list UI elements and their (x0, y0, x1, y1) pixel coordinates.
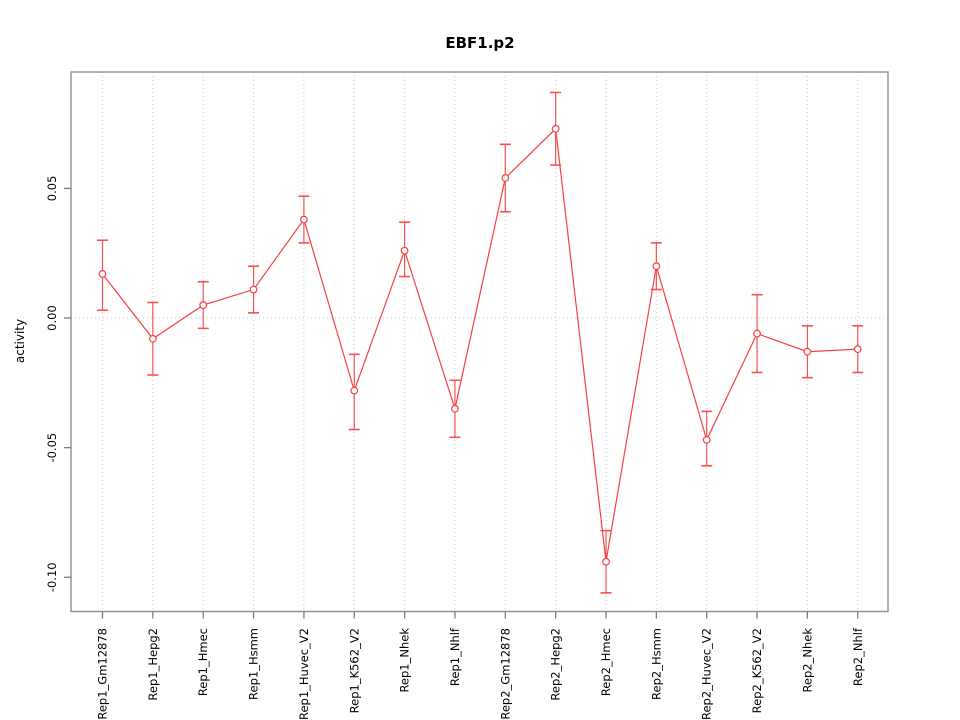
x-tick-label: Rep1_Hsmm (247, 628, 261, 700)
x-tick-label: Rep2_Huvec_V2 (700, 628, 714, 720)
x-tick-label: Rep1_Nhek (398, 628, 412, 693)
data-point (249, 285, 258, 294)
x-tick-label: Rep1_Hepg2 (146, 628, 160, 701)
y-tick-label: 0.00 (45, 305, 59, 331)
data-point (853, 345, 862, 354)
data-point (148, 334, 157, 343)
y-axis-label: activity (13, 319, 27, 363)
data-point (98, 270, 107, 278)
data-point (300, 215, 308, 224)
y-tick-label: -0.05 (45, 433, 59, 463)
data-point (702, 435, 711, 444)
x-tick-label: Rep1_Nhlf (448, 627, 462, 686)
data-point (350, 386, 359, 395)
data-point (199, 301, 208, 309)
x-tick-label: Rep2_Nhlf (851, 627, 865, 686)
x-tick-label: Rep2_Hmec (599, 628, 613, 696)
data-point (551, 124, 560, 133)
x-tick-label: Rep2_Nhek (800, 628, 814, 693)
chart-title: EBF1.p2 (445, 34, 514, 52)
x-tick-label: Rep1_Gm12878 (96, 628, 110, 720)
data-point (803, 347, 812, 356)
data-point (501, 174, 510, 182)
x-tick-label: Rep2_K562_V2 (750, 628, 764, 713)
x-tick-label: Rep1_Hmec (196, 628, 210, 696)
plot-body: 0.05 0.00 -0.05 -0.10 Rep1_Gm12878 Rep1_Hepg2… (45, 71, 889, 720)
data-point (602, 557, 610, 566)
data-point (451, 404, 459, 413)
x-tick-label: Rep1_Huvec_V2 (297, 628, 311, 720)
x-tick-label: Rep1_K562_V2 (347, 628, 361, 713)
data-point (753, 329, 761, 338)
y-tick-label: 0.05 (45, 176, 59, 202)
data-point (652, 262, 661, 271)
y-tick-label: -0.10 (45, 562, 59, 592)
plot-frame (70, 71, 889, 613)
series-line (102, 127, 858, 562)
x-tick-label: Rep2_Hsmm (649, 628, 663, 700)
x-tick-label: Rep2_Hepg2 (549, 628, 563, 701)
data-point (400, 246, 409, 255)
x-tick-label: Rep2_Gm12878 (498, 628, 512, 720)
